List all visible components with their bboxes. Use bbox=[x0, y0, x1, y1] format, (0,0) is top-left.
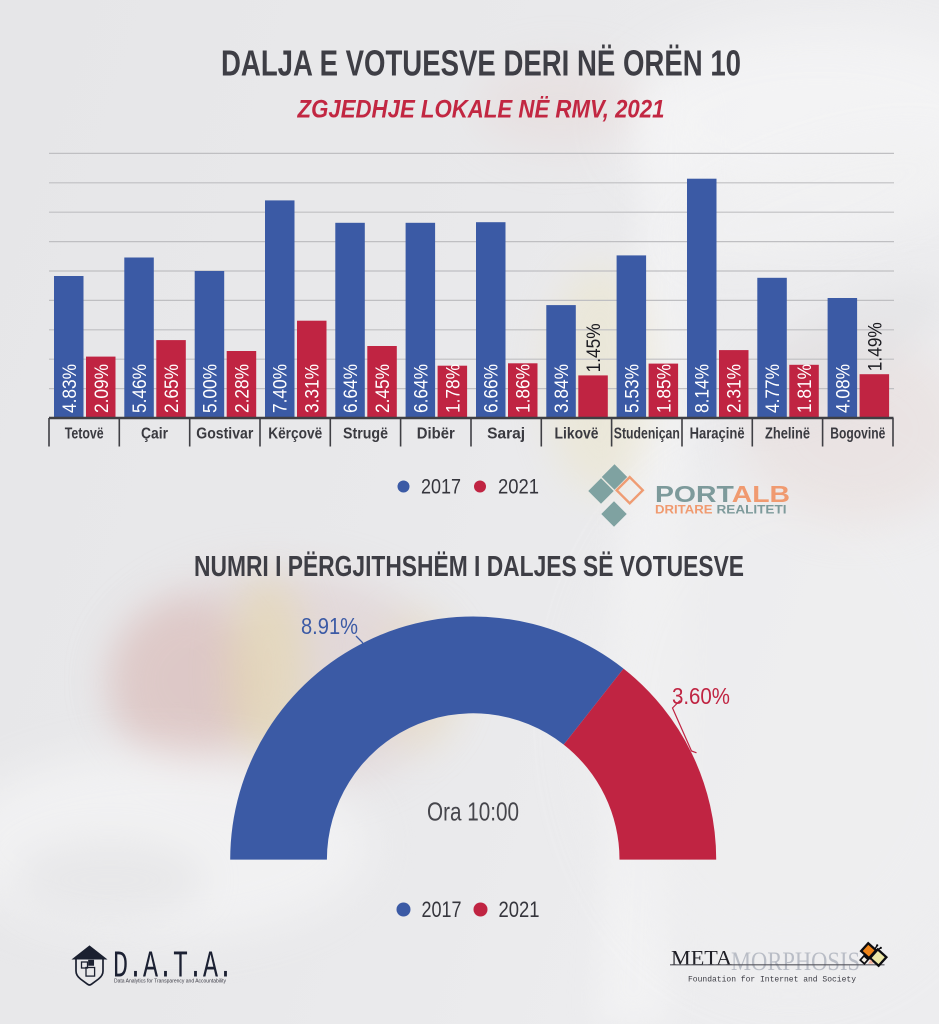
svg-text:1.86%: 1.86% bbox=[514, 364, 535, 413]
svg-text:2.65%: 2.65% bbox=[162, 364, 183, 413]
svg-text:3.84%: 3.84% bbox=[552, 364, 573, 413]
svg-text:Tetovë: Tetovë bbox=[65, 426, 104, 443]
svg-text:Çair: Çair bbox=[141, 426, 168, 443]
svg-text:Saraj: Saraj bbox=[487, 426, 525, 443]
svg-text:ZGJEDHJE LOKALE NË RMV, 2021: ZGJEDHJE LOKALE NË RMV, 2021 bbox=[297, 96, 665, 124]
svg-text:Likovë: Likovë bbox=[555, 426, 599, 443]
svg-text:2021: 2021 bbox=[499, 897, 540, 922]
svg-text:1.49%: 1.49% bbox=[865, 322, 886, 371]
svg-text:1.81%: 1.81% bbox=[795, 364, 816, 413]
svg-text:Ora 10:00: Ora 10:00 bbox=[427, 797, 519, 827]
svg-text:Haraçinë: Haraçinë bbox=[690, 426, 745, 443]
svg-text:Foundation for Internet and So: Foundation for Internet and Society bbox=[688, 976, 856, 985]
svg-text:2021: 2021 bbox=[498, 476, 539, 499]
svg-text:1.45%: 1.45% bbox=[584, 323, 605, 372]
svg-text:2.09%: 2.09% bbox=[92, 364, 113, 413]
svg-text:8.91%: 8.91% bbox=[301, 613, 358, 639]
svg-text:5.00%: 5.00% bbox=[200, 364, 221, 413]
svg-text:2.28%: 2.28% bbox=[232, 364, 253, 413]
svg-text:2.45%: 2.45% bbox=[373, 364, 394, 413]
svg-text:1.85%: 1.85% bbox=[654, 364, 675, 413]
svg-text:4.77%: 4.77% bbox=[763, 364, 784, 413]
svg-text:6.64%: 6.64% bbox=[411, 364, 432, 413]
svg-text:NUMRI I PËRGJITHSHËM I DALJES: NUMRI I PËRGJITHSHËM I DALJES SË VOTUESV… bbox=[194, 551, 744, 583]
svg-text:5.53%: 5.53% bbox=[622, 364, 643, 413]
svg-text:Kërçovë: Kërçovë bbox=[268, 426, 322, 443]
svg-text:DRITARE: DRITARE bbox=[655, 503, 713, 517]
svg-text:6.66%: 6.66% bbox=[482, 364, 503, 413]
svg-text:Studeniçan: Studeniçan bbox=[614, 426, 680, 443]
svg-text:3.31%: 3.31% bbox=[303, 364, 324, 413]
svg-text:Zhelinë: Zhelinë bbox=[765, 426, 810, 443]
svg-text:Strugë: Strugë bbox=[343, 426, 388, 443]
svg-text:8.14%: 8.14% bbox=[693, 364, 714, 413]
svg-text:2017: 2017 bbox=[421, 476, 461, 499]
svg-text:6.64%: 6.64% bbox=[341, 364, 362, 413]
svg-text:4.83%: 4.83% bbox=[60, 364, 81, 413]
svg-text:Dibër: Dibër bbox=[417, 426, 455, 443]
svg-text:MORPHOSIS: MORPHOSIS bbox=[731, 947, 860, 976]
svg-text:Bogovinë: Bogovinë bbox=[830, 426, 885, 443]
svg-text:4.08%: 4.08% bbox=[833, 364, 854, 413]
svg-text:REALITETI: REALITETI bbox=[717, 503, 787, 517]
svg-text:2.31%: 2.31% bbox=[725, 364, 746, 413]
svg-text:2017: 2017 bbox=[422, 897, 462, 922]
svg-text:5.46%: 5.46% bbox=[130, 364, 151, 413]
svg-text:1.78%: 1.78% bbox=[443, 364, 464, 413]
svg-text:Gostivar: Gostivar bbox=[196, 426, 253, 443]
svg-text:D.A.T.A.: D.A.T.A. bbox=[113, 946, 233, 989]
svg-text:META: META bbox=[671, 946, 733, 970]
svg-text:7.40%: 7.40% bbox=[271, 364, 292, 413]
svg-text:DALJA E VOTUESVE DERI NË ORËN: DALJA E VOTUESVE DERI NË ORËN 10 bbox=[221, 43, 741, 84]
svg-text:Data Analytics for Transparenc: Data Analytics for Transparency and Acco… bbox=[114, 979, 226, 985]
svg-text:3.60%: 3.60% bbox=[672, 683, 730, 709]
